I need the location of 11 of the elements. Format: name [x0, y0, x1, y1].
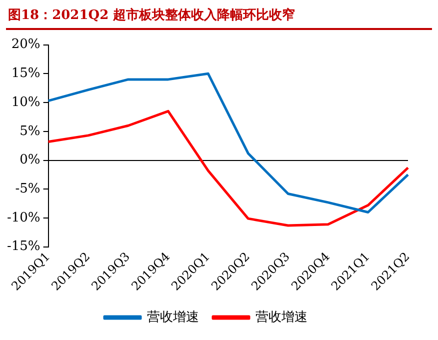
- legend-label: 营收增速: [147, 310, 199, 325]
- y-tick-label: 5%: [20, 124, 40, 139]
- y-tick-label: 15%: [11, 66, 40, 82]
- chart-title: 图18：2021Q2 超市板块整体收入降幅环比收窄: [8, 6, 296, 24]
- y-tick-label: -5%: [15, 182, 40, 197]
- legend-label: 营收增速: [256, 310, 308, 325]
- y-tick-label: 10%: [11, 94, 40, 110]
- y-tick-label: -15%: [6, 239, 40, 254]
- y-tick-label: -10%: [6, 210, 40, 226]
- y-tick-label: 0%: [20, 152, 40, 168]
- y-tick-label: 20%: [11, 37, 40, 52]
